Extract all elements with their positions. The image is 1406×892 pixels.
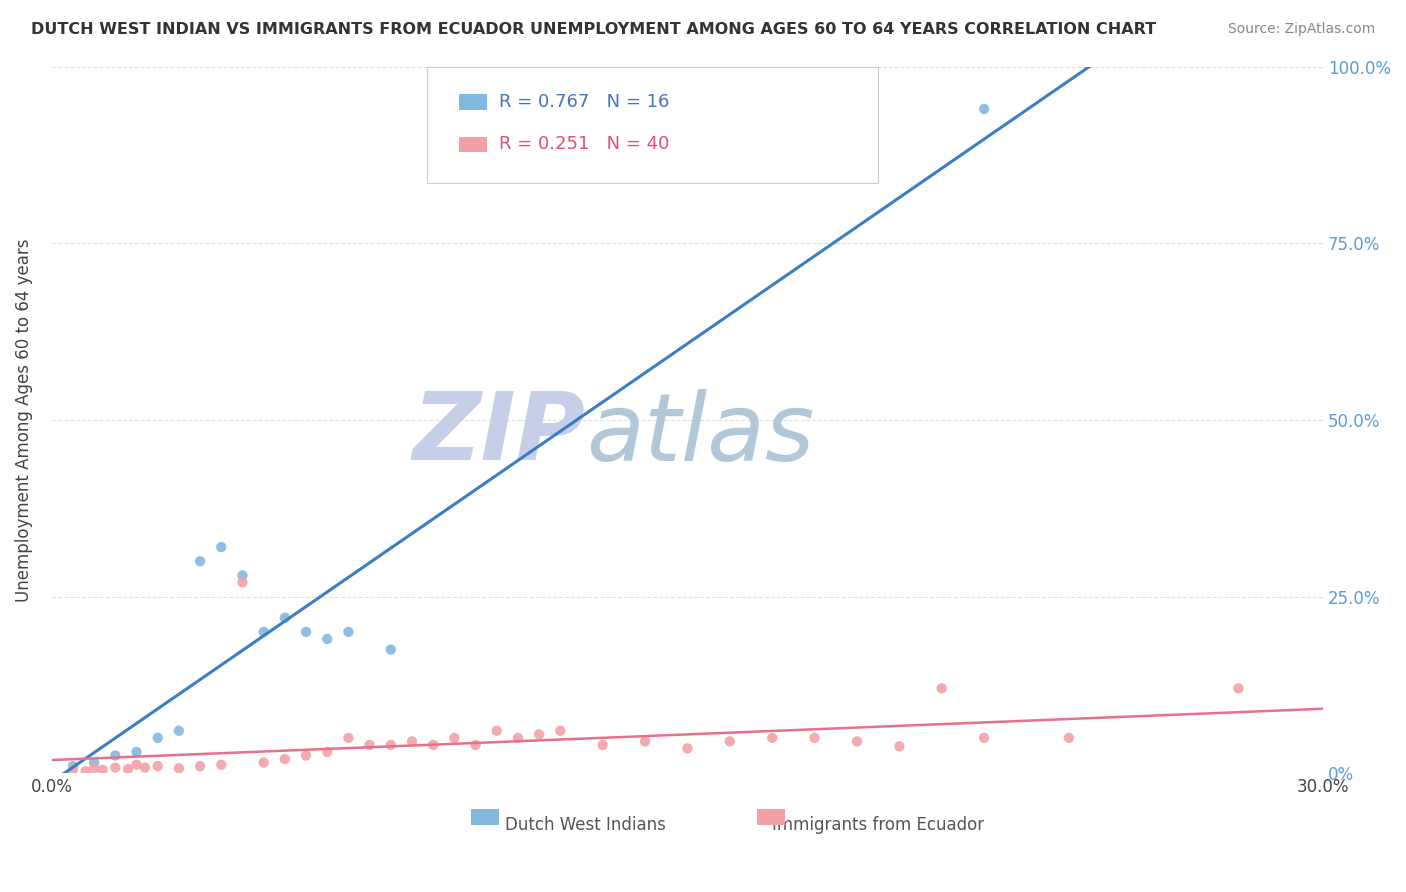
Point <box>464 738 486 752</box>
Point <box>188 554 211 568</box>
Point <box>485 723 508 738</box>
Point <box>634 734 657 748</box>
Point <box>380 642 402 657</box>
Point <box>117 762 139 776</box>
FancyBboxPatch shape <box>427 67 879 183</box>
Point <box>337 731 360 745</box>
Point <box>188 759 211 773</box>
Text: R = 0.767   N = 16: R = 0.767 N = 16 <box>499 93 669 111</box>
Point <box>253 624 276 639</box>
Point <box>316 745 339 759</box>
Point <box>550 723 572 738</box>
Point <box>62 763 84 777</box>
Point <box>359 738 381 752</box>
Text: DUTCH WEST INDIAN VS IMMIGRANTS FROM ECUADOR UNEMPLOYMENT AMONG AGES 60 TO 64 YE: DUTCH WEST INDIAN VS IMMIGRANTS FROM ECU… <box>31 22 1156 37</box>
Point <box>83 756 105 770</box>
Text: Dutch West Indians: Dutch West Indians <box>505 815 666 834</box>
Point <box>209 540 232 554</box>
Point <box>75 764 97 778</box>
Point <box>62 759 84 773</box>
Point <box>1227 681 1250 696</box>
FancyBboxPatch shape <box>458 136 486 153</box>
Text: Immigrants from Ecuador: Immigrants from Ecuador <box>772 815 984 834</box>
Point <box>316 632 339 646</box>
Point <box>134 760 156 774</box>
Point <box>761 731 783 745</box>
Text: R = 0.251   N = 40: R = 0.251 N = 40 <box>499 136 669 153</box>
FancyBboxPatch shape <box>458 95 486 110</box>
FancyBboxPatch shape <box>758 809 786 825</box>
Point <box>253 756 276 770</box>
FancyBboxPatch shape <box>471 809 499 825</box>
Text: ZIP: ZIP <box>413 388 586 480</box>
Point <box>803 731 825 745</box>
Point <box>973 731 995 745</box>
Point <box>274 752 297 766</box>
Point <box>274 611 297 625</box>
Point <box>337 624 360 639</box>
Text: Source: ZipAtlas.com: Source: ZipAtlas.com <box>1227 22 1375 37</box>
Point <box>125 745 148 759</box>
Point <box>231 568 253 582</box>
Point <box>846 734 869 748</box>
Point <box>167 761 190 775</box>
Point <box>231 575 253 590</box>
Point <box>592 738 614 752</box>
Point <box>973 102 995 116</box>
Point <box>83 761 105 775</box>
Text: atlas: atlas <box>586 389 814 480</box>
Point <box>209 757 232 772</box>
Point <box>401 734 423 748</box>
Point <box>443 731 465 745</box>
Point <box>1057 731 1080 745</box>
Point <box>125 757 148 772</box>
Point <box>295 624 318 639</box>
Point <box>167 723 190 738</box>
Point <box>889 739 911 754</box>
Point <box>676 741 699 756</box>
Point <box>295 748 318 763</box>
Point <box>91 763 114 777</box>
Point <box>527 727 550 741</box>
Point <box>104 760 127 774</box>
Point <box>718 734 741 748</box>
Point <box>931 681 953 696</box>
Point <box>506 731 529 745</box>
Point <box>146 759 169 773</box>
Point <box>104 748 127 763</box>
Y-axis label: Unemployment Among Ages 60 to 64 years: Unemployment Among Ages 60 to 64 years <box>15 238 32 601</box>
Point <box>146 731 169 745</box>
Point <box>422 738 444 752</box>
Point <box>380 738 402 752</box>
